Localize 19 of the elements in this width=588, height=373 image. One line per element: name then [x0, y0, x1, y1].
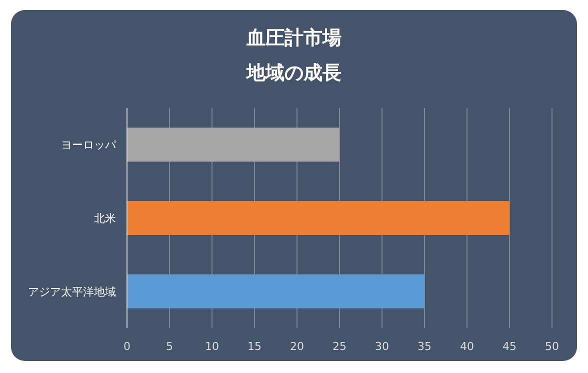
x-tick-label: 15: [248, 340, 262, 353]
bar: [127, 128, 340, 162]
bar: [127, 274, 424, 308]
x-tick-label: 45: [502, 340, 516, 353]
x-tick-label: 20: [290, 340, 304, 353]
x-tick-label: 10: [205, 340, 219, 353]
x-tick-label: 50: [545, 340, 559, 353]
chart-title: 血圧計市場: [246, 27, 342, 49]
bar: [127, 201, 510, 235]
x-tick-label: 30: [375, 340, 389, 353]
x-tick-label: 0: [124, 340, 130, 353]
y-tick-label: アジア太平洋地域: [28, 285, 116, 298]
x-tick-label: 25: [332, 340, 346, 353]
y-tick-label: ヨーロッパ: [61, 138, 117, 152]
chart-subtitle: 地域の成長: [246, 62, 342, 84]
x-tick-label: 40: [460, 340, 474, 353]
x-tick-label: 35: [418, 340, 432, 353]
x-tick-label: 5: [166, 340, 173, 353]
y-tick-label: 北米: [94, 212, 116, 225]
